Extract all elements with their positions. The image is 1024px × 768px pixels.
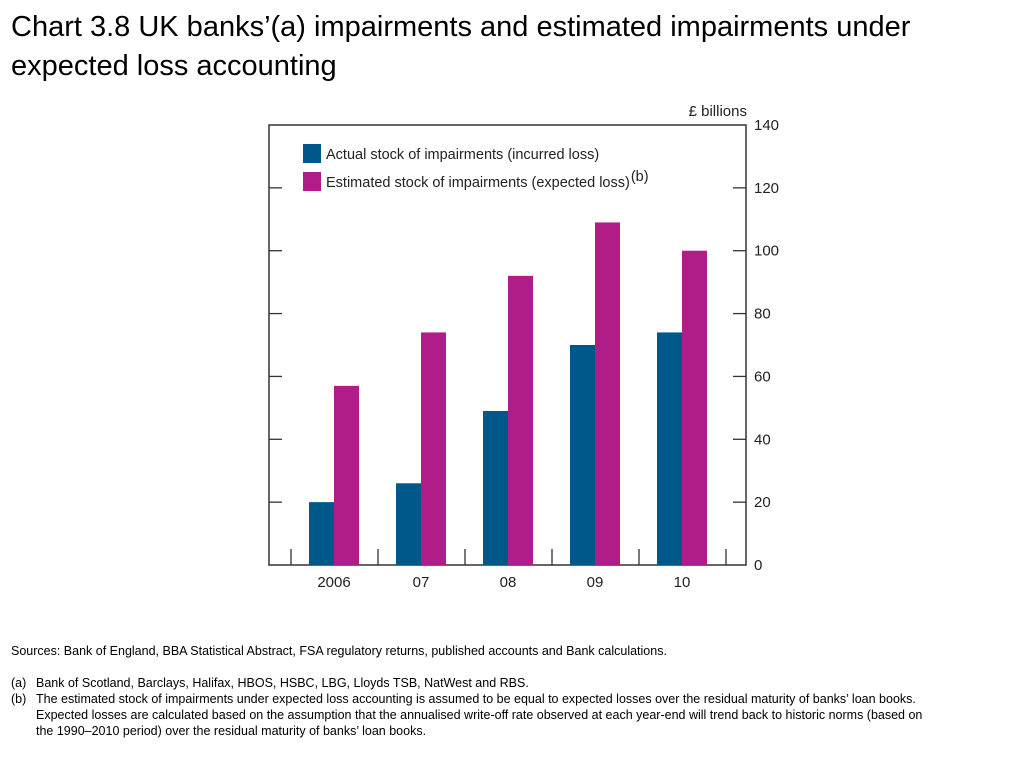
y-tick-label: 40: [754, 431, 771, 448]
y-tick-label: 60: [754, 368, 771, 385]
footnote-b: (b) The estimated stock of impairments u…: [11, 691, 1011, 739]
x-tick-label: 09: [587, 574, 604, 591]
bar-estimated-impairments: [682, 250, 707, 565]
footnote-text: The estimated stock of impairments under…: [36, 692, 923, 738]
bar-actual-impairments: [657, 332, 682, 565]
x-tick-label: 2006: [317, 574, 350, 591]
footnote-mark: (a): [11, 676, 27, 690]
bar-estimated-impairments: [421, 332, 446, 565]
x-tick-label: 07: [413, 574, 430, 591]
bars: [309, 222, 707, 565]
bar-chart: 0 20 40 60 80 100 120 140 £ billions 2006 07 08 09 10…: [268, 103, 779, 591]
legend-swatch: [303, 144, 321, 163]
y-tick-label: 120: [754, 180, 779, 197]
bar-actual-impairments: [309, 502, 334, 565]
x-tick-label: 10: [674, 574, 691, 591]
legend: Actual stock of impairments (incurred lo…: [303, 144, 649, 191]
chart-title: Chart 3.8 UK banks’(a) impairments and e…: [11, 11, 911, 82]
sources-note: Sources: Bank of England, BBA Statistica…: [11, 644, 667, 658]
legend-label: Actual stock of impairments (incurred lo…: [326, 147, 599, 163]
axis-ticks: [269, 187, 746, 565]
bar-actual-impairments: [483, 411, 508, 565]
footnote-text: Bank of Scotland, Barclays, Halifax, HBO…: [36, 676, 529, 690]
axis-labels: 0 20 40 60 80 100 120 140 £ billions 2006 07 08 09 10: [317, 103, 779, 591]
x-tick-label: 08: [500, 574, 517, 591]
footnote-a: (a) Bank of Scotland, Barclays, Halifax,…: [11, 675, 1011, 691]
bar-actual-impairments: [570, 345, 595, 565]
legend-label: Estimated stock of impairments (expected…: [326, 175, 630, 191]
y-axis-label: £ billions: [689, 103, 747, 120]
bar-estimated-impairments: [334, 385, 359, 565]
y-tick-label: 0: [754, 557, 762, 574]
y-tick-label: 140: [754, 117, 779, 134]
chart-notes: Sources: Bank of England, BBA Statistica…: [11, 643, 1011, 739]
bar-estimated-impairments: [595, 222, 620, 565]
footnote-mark: (b): [11, 692, 27, 706]
y-tick-label: 100: [754, 243, 779, 260]
legend-swatch: [303, 172, 321, 191]
bar-actual-impairments: [396, 483, 421, 565]
y-tick-label: 80: [754, 306, 771, 323]
bar-estimated-impairments: [508, 275, 533, 565]
legend-label-footnote-mark: (b): [631, 169, 649, 185]
y-tick-label: 20: [754, 494, 771, 511]
